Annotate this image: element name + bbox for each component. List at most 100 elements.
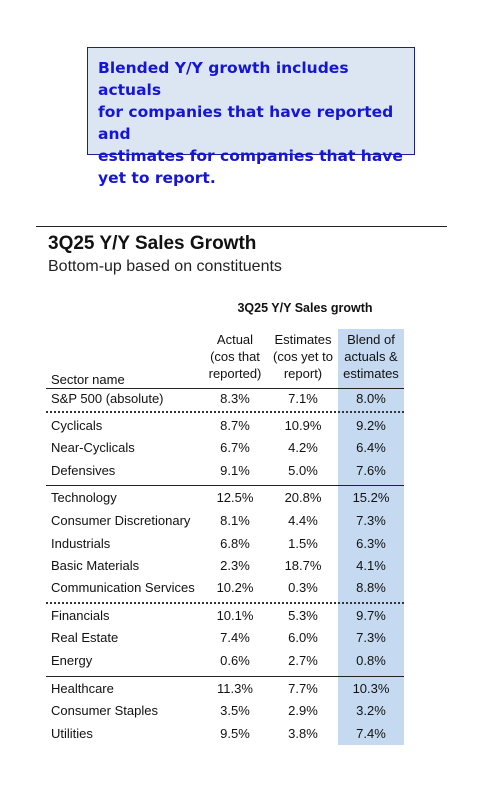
header-estimates-line: (cos yet to	[273, 349, 333, 364]
group-divider	[46, 676, 404, 677]
estimate-value: 20.8%	[284, 490, 322, 505]
header-actual-line: (cos that	[210, 349, 260, 364]
estimate-value: 2.9%	[288, 703, 318, 718]
blend-value: 8.8%	[356, 580, 386, 595]
group-divider	[46, 485, 404, 486]
header-actual: Actual (cos that reported)	[202, 331, 268, 382]
actual-value: 12.5%	[216, 490, 254, 505]
header-blend-line: Blend of	[347, 332, 395, 347]
sector-name: S&P 500 (absolute)	[51, 391, 164, 406]
table-row: Financials 10.1% 5.3% 9.7%	[46, 605, 404, 627]
table-row: S&P 500 (absolute) 8.3% 7.1% 8.0%	[46, 388, 404, 410]
sector-name: Defensives	[51, 463, 116, 478]
blend-column-highlight	[338, 329, 404, 745]
table-row: Consumer Discretionary 8.1% 4.4% 7.3%	[46, 510, 404, 532]
actual-value: 3.5%	[220, 703, 250, 718]
estimate-value: 4.4%	[288, 513, 318, 528]
estimate-value: 5.3%	[288, 608, 318, 623]
table-row: Consumer Staples 3.5% 2.9% 3.2%	[46, 700, 404, 722]
table-row: Healthcare 11.3% 7.7% 10.3%	[46, 678, 404, 700]
estimate-value: 6.0%	[288, 630, 318, 645]
group-divider	[46, 602, 404, 604]
blend-value: 6.3%	[356, 536, 386, 551]
page-title: 3Q25 Y/Y Sales Growth	[48, 233, 257, 254]
blend-value: 15.2%	[352, 490, 390, 505]
estimate-value: 10.9%	[284, 418, 322, 433]
blend-value: 3.2%	[356, 703, 386, 718]
callout-line: Blended Y/Y growth includes actuals	[98, 59, 349, 99]
callout-line: estimates for companies that have	[98, 147, 403, 165]
sector-name: Financials	[51, 608, 110, 623]
sector-name: Real Estate	[51, 630, 119, 645]
title-rule	[36, 226, 447, 227]
table-row: Real Estate 7.4% 6.0% 7.3%	[46, 627, 404, 649]
sector-name: Cyclicals	[51, 418, 103, 433]
sector-name: Near-Cyclicals	[51, 440, 135, 455]
table-caption: 3Q25 Y/Y Sales growth	[237, 301, 373, 315]
header-estimates-line: Estimates	[274, 332, 332, 347]
sector-name: Industrials	[51, 536, 111, 551]
sector-name: Energy	[51, 653, 93, 668]
estimate-value: 0.3%	[288, 580, 318, 595]
header-estimates-line: report)	[283, 366, 323, 381]
estimate-value: 7.1%	[288, 391, 318, 406]
header-actual-line: Actual	[216, 332, 254, 347]
table-row: Technology 12.5% 20.8% 15.2%	[46, 487, 404, 509]
actual-value: 8.3%	[220, 391, 250, 406]
blend-value: 7.4%	[356, 726, 386, 741]
table-row: Communication Services 10.2% 0.3% 8.8%	[46, 577, 404, 599]
blend-value: 9.7%	[356, 608, 386, 623]
actual-value: 9.1%	[220, 463, 250, 478]
header-estimates: Estimates (cos yet to report)	[268, 331, 338, 382]
actual-value: 0.6%	[220, 653, 250, 668]
callout-box: Blended Y/Y growth includes actuals for …	[87, 47, 415, 187]
actual-value: 8.1%	[220, 513, 250, 528]
sector-name: Basic Materials	[51, 558, 140, 573]
blend-value: 7.3%	[356, 513, 386, 528]
header-blend-line: estimates	[343, 366, 399, 381]
blend-value: 7.3%	[356, 630, 386, 645]
header-divider	[46, 388, 404, 389]
table-row: Utilities 9.5% 3.8% 7.4%	[46, 723, 404, 745]
actual-value: 2.3%	[220, 558, 250, 573]
estimate-value: 18.7%	[284, 558, 322, 573]
sector-name: Healthcare	[51, 681, 114, 696]
estimate-value: 1.5%	[288, 536, 318, 551]
estimate-value: 2.7%	[288, 653, 318, 668]
group-divider	[46, 411, 404, 413]
actual-value: 11.3%	[217, 681, 253, 696]
table-row: Industrials 6.8% 1.5% 6.3%	[46, 533, 404, 555]
actual-value: 9.5%	[220, 726, 250, 741]
actual-value: 8.7%	[220, 418, 250, 433]
blend-value: 9.2%	[356, 418, 386, 433]
estimate-value: 4.2%	[288, 440, 318, 455]
estimate-value: 5.0%	[288, 463, 318, 478]
callout-line: yet to report.	[98, 169, 216, 187]
blend-value: 0.8%	[356, 653, 386, 668]
actual-value: 6.7%	[220, 440, 250, 455]
sector-name: Utilities	[51, 726, 93, 741]
table-row: Energy 0.6% 2.7% 0.8%	[46, 650, 404, 672]
blend-value: 8.0%	[356, 391, 386, 406]
header-sector-name: Sector name	[51, 372, 125, 387]
blend-value: 7.6%	[356, 463, 386, 478]
header-actual-line: reported)	[208, 366, 262, 381]
table-row: Basic Materials 2.3% 18.7% 4.1%	[46, 555, 404, 577]
sector-name: Consumer Discretionary	[51, 513, 191, 528]
callout-line: for companies that have reported and	[98, 103, 394, 143]
sector-name: Technology	[51, 490, 117, 505]
header-blend-line: actuals &	[344, 349, 398, 364]
blend-value: 6.4%	[356, 440, 386, 455]
actual-value: 7.4%	[220, 630, 250, 645]
table-row: Defensives 9.1% 5.0% 7.6%	[46, 460, 404, 482]
page-subtitle: Bottom-up based on constituents	[48, 258, 282, 275]
blend-value: 10.3%	[352, 681, 390, 696]
table-row: Cyclicals 8.7% 10.9% 9.2%	[46, 415, 404, 437]
estimate-value: 7.7%	[288, 681, 318, 696]
header-blend: Blend of actuals & estimates	[338, 331, 404, 382]
sector-name: Communication Services	[51, 580, 195, 595]
blend-value: 4.1%	[356, 558, 386, 573]
sector-name: Consumer Staples	[51, 703, 158, 718]
actual-value: 6.8%	[220, 536, 250, 551]
actual-value: 10.2%	[216, 580, 254, 595]
